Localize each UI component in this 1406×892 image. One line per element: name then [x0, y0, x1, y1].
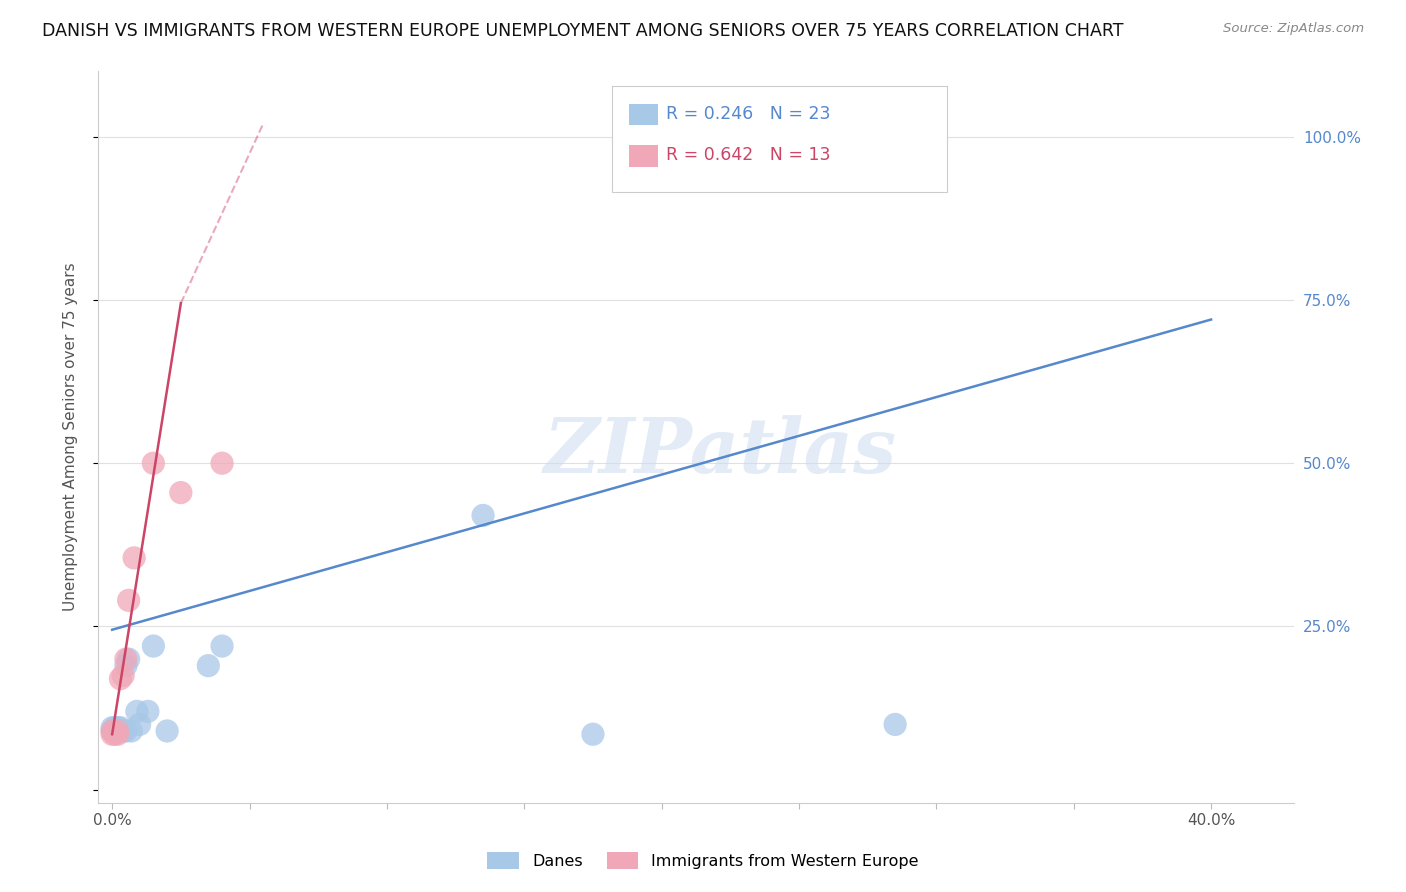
Point [156, 723, 179, 738]
Point [107, 723, 129, 738]
FancyBboxPatch shape [628, 103, 658, 126]
Point [582, 727, 605, 741]
Point [107, 723, 129, 738]
Point [107, 727, 129, 741]
Point [136, 705, 159, 719]
Point [104, 723, 127, 738]
Point [110, 723, 132, 738]
Point [104, 727, 127, 741]
Point [115, 723, 138, 738]
Point [117, 593, 139, 607]
Point [211, 639, 233, 653]
Point [128, 717, 150, 731]
Point [112, 723, 135, 738]
Point [101, 727, 124, 741]
FancyBboxPatch shape [628, 145, 658, 167]
Point [122, 550, 145, 565]
Point [142, 456, 165, 470]
Point [211, 456, 233, 470]
Point [115, 652, 138, 666]
Point [110, 721, 132, 735]
Point [115, 658, 138, 673]
Point [101, 723, 124, 738]
Point [101, 723, 124, 738]
Text: R = 0.246   N = 23: R = 0.246 N = 23 [666, 104, 831, 123]
Point [884, 717, 907, 731]
Text: ZIPatlas: ZIPatlas [543, 415, 897, 489]
Text: R = 0.642   N = 13: R = 0.642 N = 13 [666, 146, 831, 164]
Point [125, 705, 148, 719]
Y-axis label: Unemployment Among Seniors over 75 years: Unemployment Among Seniors over 75 years [63, 263, 77, 611]
Point [472, 508, 495, 523]
Point [117, 652, 139, 666]
Point [107, 721, 129, 735]
FancyBboxPatch shape [613, 86, 948, 192]
Legend: Danes, Immigrants from Western Europe: Danes, Immigrants from Western Europe [481, 846, 925, 875]
Point [112, 668, 135, 682]
Point [197, 658, 219, 673]
Text: DANISH VS IMMIGRANTS FROM WESTERN EUROPE UNEMPLOYMENT AMONG SENIORS OVER 75 YEAR: DANISH VS IMMIGRANTS FROM WESTERN EUROPE… [42, 22, 1123, 40]
Text: Source: ZipAtlas.com: Source: ZipAtlas.com [1223, 22, 1364, 36]
Point [104, 721, 127, 735]
Point [110, 672, 132, 686]
Point [101, 721, 124, 735]
Point [142, 639, 165, 653]
Point [170, 485, 193, 500]
Point [120, 723, 142, 738]
